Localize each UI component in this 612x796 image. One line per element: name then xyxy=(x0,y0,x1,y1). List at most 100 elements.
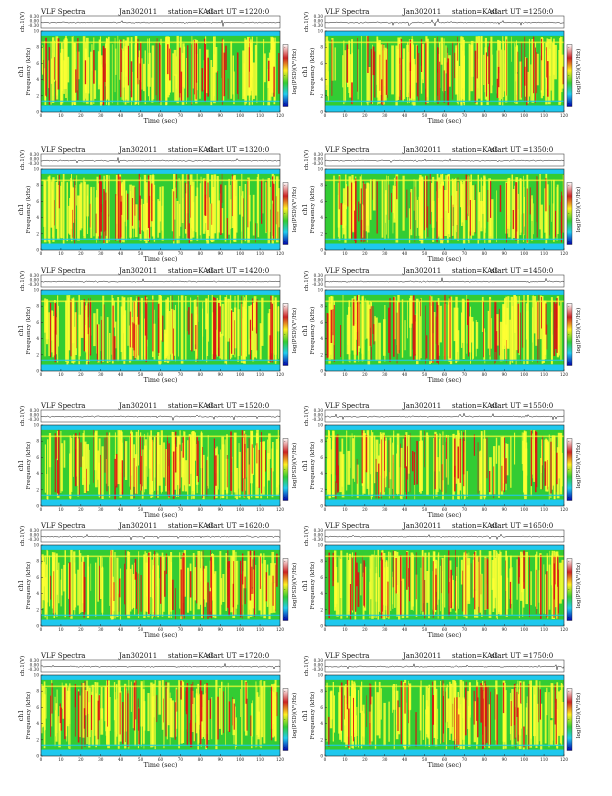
spectrogram-yellow-streak xyxy=(45,306,46,357)
spectrogram-red-streak xyxy=(152,300,153,352)
panel-start-time-label: start UT =1350:0 xyxy=(491,146,553,154)
spectrogram-yellow-streak xyxy=(264,53,266,82)
spectrogram-red-streak xyxy=(389,185,390,220)
spectrogram-yellow-streak xyxy=(225,299,226,338)
amplitude-tick-label: -0.30 xyxy=(312,417,323,422)
spectrogram-yellow-streak xyxy=(562,684,563,733)
spectrogram-red-streak xyxy=(524,37,525,102)
spectrogram-red-streak xyxy=(437,69,438,96)
x-tick-label: 80 xyxy=(482,627,488,632)
y-tick-label: 8 xyxy=(320,439,323,444)
spectrogram-yellow-streak xyxy=(143,555,145,619)
spectrogram-red-streak xyxy=(128,46,129,86)
spectrogram-image xyxy=(41,675,280,756)
spectrogram-red-streak xyxy=(331,310,333,343)
spectrogram-yellow-streak xyxy=(152,685,153,747)
y-tick-label: 0 xyxy=(320,369,323,374)
spectrogram-yellow-streak xyxy=(460,680,463,749)
x-tick-label: 120 xyxy=(560,507,568,512)
x-tick-label: 10 xyxy=(58,113,64,118)
spectrogram-red-streak xyxy=(271,686,272,740)
x-tick-label: 20 xyxy=(362,507,368,512)
amplitude-axis-label: ch.1(V) xyxy=(19,656,26,676)
spectrogram-red-streak xyxy=(454,466,456,492)
frequency-axis-label: Frequency (kHz) xyxy=(309,442,316,490)
spectrogram-red-streak xyxy=(256,301,257,333)
spectrogram-yellow-streak xyxy=(91,564,92,591)
spectrogram-yellow-streak xyxy=(126,569,127,615)
spectrogram-yellow-streak xyxy=(41,564,42,614)
amplitude-tick-label: -0.30 xyxy=(28,161,39,166)
spectrogram-yellow-streak xyxy=(195,567,197,600)
x-axis-label: Time (sec) xyxy=(428,631,462,639)
x-tick-label: 100 xyxy=(236,372,244,377)
spectrogram-red-streak xyxy=(373,324,374,344)
spectrogram-yellow-streak xyxy=(182,43,184,87)
panel-date-label: Jan302011 xyxy=(118,267,157,275)
spectrogram-line-lower xyxy=(41,360,280,361)
spectrogram-yellow-streak xyxy=(237,561,238,605)
spectrogram-red-streak xyxy=(237,52,239,94)
spectrogram-red-streak xyxy=(114,336,116,361)
spectrogram-yellow-streak xyxy=(527,703,528,729)
panel-date-label: Jan302011 xyxy=(402,522,441,530)
spectrogram-yellow-streak xyxy=(549,435,550,500)
x-tick-label: 80 xyxy=(482,113,488,118)
y-tick-label: 0 xyxy=(36,369,39,374)
spectrogram-yellow-streak xyxy=(241,680,242,745)
x-tick-label: 10 xyxy=(342,113,348,118)
spectrogram-yellow-streak xyxy=(141,298,143,360)
colorbar-label: log(PSD)(V²/Hz) xyxy=(291,693,298,739)
spectrogram-yellow-streak xyxy=(115,38,116,92)
spectrogram-red-streak xyxy=(209,591,211,617)
amplitude-tick-label: -0.30 xyxy=(28,537,39,542)
x-tick-label: 70 xyxy=(462,251,468,256)
y-tick-label: 4 xyxy=(320,77,323,82)
spectrogram-yellow-streak xyxy=(227,299,230,342)
spectrogram-yellow-streak xyxy=(220,450,221,499)
x-axis-label: Time (sec) xyxy=(428,761,462,769)
spectrogram-yellow-streak xyxy=(79,550,80,614)
spectrogram-yellow-streak xyxy=(378,550,380,620)
y-tick-label: 4 xyxy=(320,336,323,341)
spectrogram-bed xyxy=(325,430,564,500)
spectrogram-yellow-streak xyxy=(370,179,372,220)
spectrogram-red-streak xyxy=(278,212,279,241)
spectrogram-red-streak xyxy=(333,309,334,335)
x-tick-label: 80 xyxy=(482,507,488,512)
x-tick-label: 120 xyxy=(276,757,284,762)
spectrogram-red-streak xyxy=(119,579,120,598)
spectrogram-yellow-streak xyxy=(434,312,436,359)
frequency-axis-label: Frequency (kHz) xyxy=(25,48,32,96)
x-tick-label: 30 xyxy=(98,372,104,377)
y-tick-label: 6 xyxy=(320,705,323,710)
x-tick-label: 0 xyxy=(324,507,327,512)
spectrogram-yellow-streak xyxy=(385,438,387,477)
spectrogram-red-streak xyxy=(208,183,209,231)
spectrogram-yellow-streak xyxy=(205,582,206,607)
spectrogram-yellow-streak xyxy=(125,441,127,480)
spectrogram-line-lower xyxy=(325,360,564,361)
spectrogram-yellow-streak xyxy=(533,439,534,478)
spectrogram-yellow-streak xyxy=(253,195,255,236)
spectrogram-yellow-streak xyxy=(112,44,113,103)
spectrogram-yellow-streak xyxy=(141,681,143,726)
spectrogram-yellow-streak xyxy=(148,433,149,477)
spectrogram-yellow-streak xyxy=(449,181,450,237)
spectrogram-red-streak xyxy=(85,60,86,84)
spectrogram-yellow-streak xyxy=(251,703,252,748)
spectrogram-yellow-streak xyxy=(190,435,192,474)
spectrogram-red-streak xyxy=(259,450,260,488)
spectrogram-red-streak xyxy=(399,302,400,353)
spectrogram-red-streak xyxy=(128,691,129,743)
spectrogram-red-streak xyxy=(486,687,488,743)
spectrogram-red-streak xyxy=(207,58,209,97)
y-tick-label: 4 xyxy=(320,591,323,596)
spectrogram-red-streak xyxy=(366,435,368,472)
spectrogram-yellow-streak xyxy=(263,681,265,743)
spectrogram-yellow-streak xyxy=(444,555,445,607)
spectrogram-yellow-streak xyxy=(265,182,266,233)
spectrogram-yellow-streak xyxy=(517,559,518,599)
spectrogram-yellow-streak xyxy=(436,457,439,492)
